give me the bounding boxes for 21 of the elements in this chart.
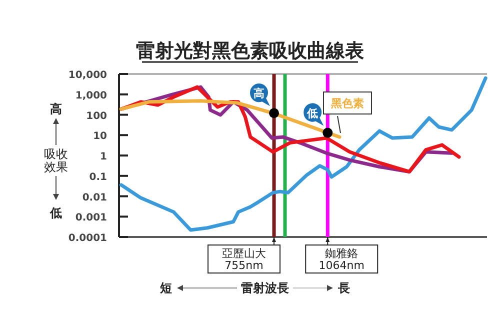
text: 短 [159,281,172,295]
y-tick-label: 0.0001 [68,233,108,244]
y-tick-label: 0.1 [89,172,108,183]
text: 長 [337,281,350,295]
y-tick-label: 1,000 [75,90,108,102]
ref-line-label: 亞歷山大 755nm [222,247,266,272]
y-tick-label: 10 [93,131,108,142]
text: 黑色素 [330,96,364,110]
annotation: 低 [306,106,318,120]
y-tick-label: 10,000 [68,70,108,81]
chart-title: 雷射光對黑色素吸收曲線表 [136,40,365,62]
y-axis-title: 吸收效果 [44,147,68,174]
y-tick-label: 1 [100,152,108,162]
annotation: 高 [254,87,265,100]
text: 高 [50,102,62,116]
y-tick-label: 0.001 [75,212,108,224]
text: 低 [49,206,62,220]
x-axis-title: 雷射波長 [241,281,289,295]
y-tick-label: 100 [86,110,108,122]
y-tick-label: 0.01 [82,192,108,204]
ref-line-label: 銣雅鉻 1064nm [318,247,364,272]
